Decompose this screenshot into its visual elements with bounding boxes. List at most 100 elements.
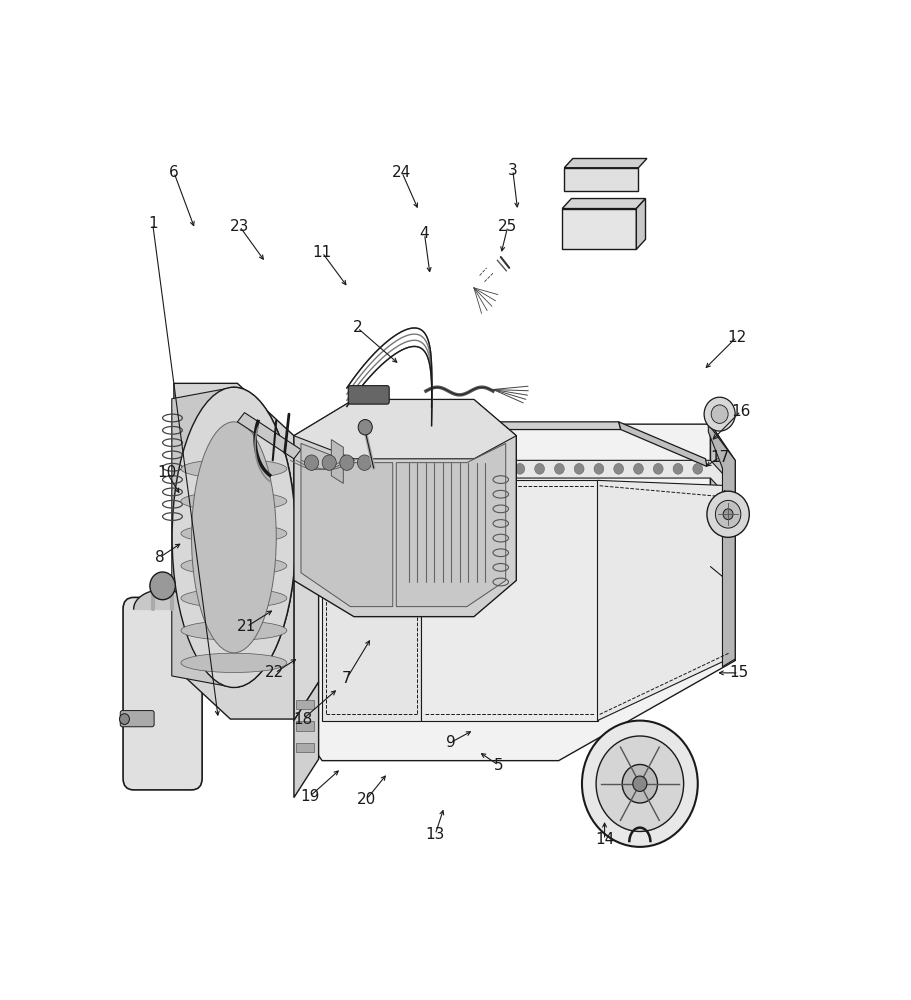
Text: 24: 24 — [393, 165, 412, 180]
Ellipse shape — [181, 556, 287, 575]
Text: 17: 17 — [710, 450, 730, 465]
Circle shape — [596, 736, 683, 831]
Polygon shape — [294, 424, 735, 761]
Circle shape — [495, 463, 505, 474]
Bar — [296, 700, 313, 709]
Circle shape — [692, 463, 702, 474]
Circle shape — [582, 721, 698, 847]
Circle shape — [337, 463, 347, 474]
FancyBboxPatch shape — [123, 597, 202, 790]
Text: 15: 15 — [729, 665, 748, 680]
Circle shape — [555, 463, 564, 474]
Polygon shape — [711, 424, 735, 661]
Ellipse shape — [172, 387, 296, 687]
FancyBboxPatch shape — [120, 711, 154, 727]
Ellipse shape — [181, 621, 287, 640]
Circle shape — [715, 500, 741, 528]
Circle shape — [653, 463, 663, 474]
Text: 8: 8 — [155, 550, 165, 565]
Circle shape — [416, 463, 426, 474]
Polygon shape — [636, 199, 646, 249]
Text: 2: 2 — [353, 320, 363, 335]
Circle shape — [723, 509, 733, 520]
Text: 22: 22 — [265, 665, 284, 680]
Polygon shape — [322, 480, 421, 721]
Polygon shape — [294, 400, 517, 617]
Text: 9: 9 — [446, 735, 456, 750]
Polygon shape — [711, 424, 735, 661]
Ellipse shape — [181, 653, 287, 672]
Ellipse shape — [181, 589, 287, 608]
Polygon shape — [322, 422, 620, 430]
Polygon shape — [294, 424, 319, 721]
Circle shape — [340, 455, 353, 470]
Polygon shape — [709, 424, 735, 667]
Text: 21: 21 — [237, 619, 256, 634]
Circle shape — [376, 463, 386, 474]
Text: 14: 14 — [595, 832, 614, 847]
Circle shape — [673, 463, 683, 474]
Polygon shape — [332, 440, 343, 483]
Circle shape — [633, 776, 647, 791]
Polygon shape — [294, 400, 517, 459]
Polygon shape — [296, 460, 733, 503]
Polygon shape — [421, 480, 598, 721]
Circle shape — [396, 463, 406, 474]
Circle shape — [358, 420, 373, 435]
Circle shape — [707, 491, 750, 537]
Text: 6: 6 — [169, 165, 179, 180]
Ellipse shape — [181, 524, 287, 543]
Circle shape — [357, 463, 366, 474]
Circle shape — [515, 463, 525, 474]
Circle shape — [633, 463, 643, 474]
Circle shape — [711, 405, 728, 423]
Circle shape — [614, 463, 624, 474]
Polygon shape — [396, 443, 506, 607]
Polygon shape — [564, 158, 647, 168]
Circle shape — [456, 463, 466, 474]
Polygon shape — [562, 209, 636, 249]
Text: 16: 16 — [732, 404, 751, 419]
Text: 18: 18 — [293, 712, 312, 727]
Polygon shape — [598, 480, 732, 721]
Circle shape — [622, 764, 658, 803]
Circle shape — [435, 463, 445, 474]
Ellipse shape — [181, 492, 287, 511]
Text: 25: 25 — [498, 219, 517, 234]
Circle shape — [119, 714, 129, 724]
Text: 5: 5 — [494, 758, 504, 773]
Text: 11: 11 — [312, 245, 332, 260]
Text: 23: 23 — [230, 219, 250, 234]
Circle shape — [594, 463, 604, 474]
Circle shape — [476, 463, 486, 474]
Text: 10: 10 — [158, 465, 177, 480]
Text: 4: 4 — [420, 226, 429, 241]
Text: 12: 12 — [727, 330, 746, 345]
Circle shape — [304, 455, 319, 470]
Polygon shape — [294, 682, 319, 798]
Polygon shape — [619, 422, 707, 466]
Circle shape — [317, 463, 327, 474]
Polygon shape — [174, 383, 294, 719]
Circle shape — [150, 572, 175, 600]
Text: 1: 1 — [148, 216, 158, 231]
FancyBboxPatch shape — [348, 386, 389, 404]
Text: 13: 13 — [425, 827, 445, 842]
Bar — [296, 721, 313, 731]
Text: 20: 20 — [357, 792, 376, 807]
Polygon shape — [564, 168, 639, 191]
Text: 3: 3 — [508, 163, 517, 178]
Ellipse shape — [181, 459, 287, 478]
Text: 19: 19 — [301, 789, 320, 804]
Bar — [296, 743, 313, 752]
Text: 7: 7 — [342, 671, 352, 686]
Circle shape — [704, 397, 735, 431]
Circle shape — [322, 455, 336, 470]
Polygon shape — [562, 199, 646, 209]
Polygon shape — [172, 387, 296, 687]
Ellipse shape — [191, 422, 276, 653]
Circle shape — [357, 455, 372, 470]
Circle shape — [574, 463, 584, 474]
Circle shape — [535, 463, 545, 474]
Polygon shape — [301, 443, 393, 607]
